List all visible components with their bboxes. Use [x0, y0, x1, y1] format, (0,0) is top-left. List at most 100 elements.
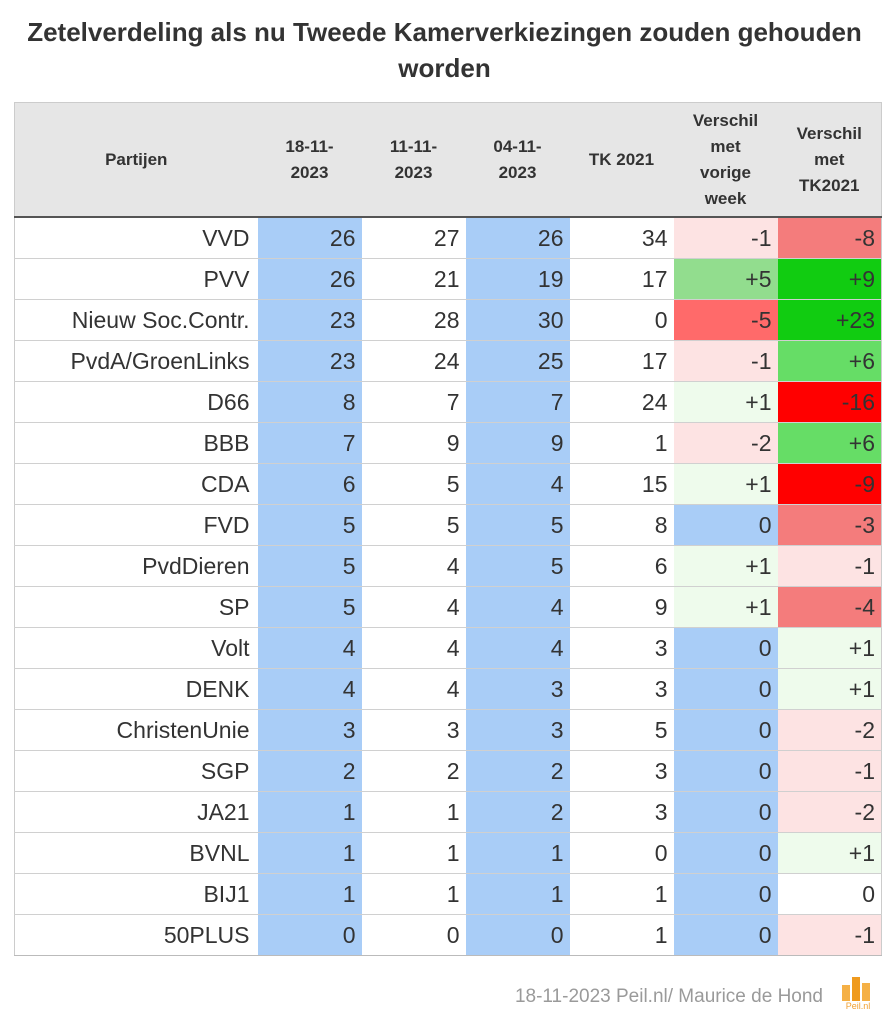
- diff-tk2021-cell: -16: [777, 381, 882, 423]
- seats-18-11-cell: 6: [257, 463, 362, 505]
- seats-04-11-cell: 1: [465, 873, 570, 915]
- diff-week-cell: -1: [673, 340, 778, 382]
- seats-18-11-cell: 1: [257, 873, 362, 915]
- diff-week-cell: +1: [673, 463, 778, 505]
- seats-04-11-cell: 30: [465, 299, 570, 341]
- table-row: Volt 4 4 4 3 0 +1: [14, 627, 882, 669]
- header-partijen: Partijen: [14, 102, 258, 218]
- seats-04-11-cell: 3: [465, 668, 570, 710]
- seats-11-11-cell: 0: [361, 914, 466, 956]
- seats-04-11-cell: 5: [465, 504, 570, 546]
- header-date-3-label: 04-11-2023: [493, 136, 542, 182]
- diff-tk2021-cell: +1: [777, 832, 882, 874]
- diff-week-cell: 0: [673, 668, 778, 710]
- table-row: CDA 6 5 4 15 +1 -9: [14, 463, 882, 505]
- header-tk2021: TK 2021: [569, 102, 674, 218]
- party-name: Nieuw Soc.Contr.: [14, 299, 258, 341]
- seats-04-11-cell: 1: [465, 832, 570, 874]
- chart-title: Zetelverdeling als nu Tweede Kamerverkie…: [27, 17, 862, 83]
- seats-11-11-cell: 24: [361, 340, 466, 382]
- footer-source: 18-11-2023 Peil.nl/ Maurice de Hond: [514, 986, 823, 1007]
- diff-week-cell: +5: [673, 258, 778, 300]
- seats-18-11-cell: 5: [257, 545, 362, 587]
- logo-text: Peil.nl: [845, 1001, 871, 1011]
- seats-11-11-cell: 1: [361, 791, 466, 833]
- table-row: VVD 26 27 26 34 -1 -8: [14, 217, 882, 259]
- seats-18-11-cell: 26: [257, 217, 362, 259]
- seats-04-11-cell: 0: [465, 914, 570, 956]
- seats-18-11-cell: 5: [257, 504, 362, 546]
- diff-week-cell: 0: [673, 627, 778, 669]
- seats-11-11-cell: 9: [361, 422, 466, 464]
- seats-04-11-cell: 9: [465, 422, 570, 464]
- seats-tk2021-cell: 3: [569, 668, 674, 710]
- header-date-1-label: 18-11-2023: [285, 136, 334, 182]
- seats-04-11-cell: 26: [465, 217, 570, 259]
- seat-table: Partijen 18-11-2023 11-11-2023 04-11-202…: [14, 102, 882, 956]
- seats-18-11-cell: 26: [257, 258, 362, 300]
- seats-tk2021-cell: 8: [569, 504, 674, 546]
- diff-tk2021-cell: +6: [777, 340, 882, 382]
- seats-04-11-cell: 19: [465, 258, 570, 300]
- header-diff-week-label: Verschil met vorige week: [692, 110, 759, 208]
- seats-18-11-cell: 4: [257, 627, 362, 669]
- diff-week-cell: -2: [673, 422, 778, 464]
- table-row: 50PLUS 0 0 0 1 0 -1: [14, 914, 882, 956]
- diff-tk2021-cell: -8: [777, 217, 882, 259]
- diff-tk2021-cell: -2: [777, 709, 882, 751]
- seats-tk2021-cell: 24: [569, 381, 674, 423]
- table-row: PvdDieren 5 4 5 6 +1 -1: [14, 545, 882, 587]
- seats-11-11-cell: 3: [361, 709, 466, 751]
- seats-18-11-cell: 3: [257, 709, 362, 751]
- diff-tk2021-cell: -1: [777, 750, 882, 792]
- diff-week-cell: 0: [673, 791, 778, 833]
- seats-04-11-cell: 3: [465, 709, 570, 751]
- header-diff-week: Verschil met vorige week: [673, 102, 778, 218]
- seats-18-11-cell: 2: [257, 750, 362, 792]
- diff-tk2021-cell: +1: [777, 668, 882, 710]
- diff-week-cell: -5: [673, 299, 778, 341]
- diff-tk2021-cell: -9: [777, 463, 882, 505]
- diff-tk2021-cell: -4: [777, 586, 882, 628]
- table-row: SP 5 4 4 9 +1 -4: [14, 586, 882, 628]
- seats-11-11-cell: 2: [361, 750, 466, 792]
- seats-11-11-cell: 5: [361, 463, 466, 505]
- seats-tk2021-cell: 0: [569, 299, 674, 341]
- table-row: FVD 5 5 5 8 0 -3: [14, 504, 882, 546]
- party-name: D66: [14, 381, 258, 423]
- peil-logo-icon: Peil.nl: [838, 973, 878, 1013]
- seats-tk2021-cell: 3: [569, 627, 674, 669]
- diff-week-cell: +1: [673, 545, 778, 587]
- seats-tk2021-cell: 1: [569, 873, 674, 915]
- table-row: ChristenUnie 3 3 3 5 0 -2: [14, 709, 882, 751]
- header-date-2: 11-11-2023: [361, 102, 466, 218]
- seats-11-11-cell: 27: [361, 217, 466, 259]
- seats-04-11-cell: 4: [465, 627, 570, 669]
- seats-04-11-cell: 4: [465, 586, 570, 628]
- diff-tk2021-cell: +9: [777, 258, 882, 300]
- seats-18-11-cell: 7: [257, 422, 362, 464]
- seats-18-11-cell: 1: [257, 832, 362, 874]
- diff-week-cell: +1: [673, 381, 778, 423]
- diff-tk2021-cell: -1: [777, 545, 882, 587]
- party-name: DENK: [14, 668, 258, 710]
- table-row: BIJ1 1 1 1 1 0 0: [14, 873, 882, 915]
- seats-tk2021-cell: 0: [569, 832, 674, 874]
- party-name: CDA: [14, 463, 258, 505]
- seats-11-11-cell: 1: [361, 832, 466, 874]
- seats-tk2021-cell: 3: [569, 750, 674, 792]
- table-body: VVD 26 27 26 34 -1 -8 PVV 26 21 19 17 +5 +9 Nieuw Soc.…: [14, 217, 882, 956]
- diff-tk2021-cell: +6: [777, 422, 882, 464]
- seats-tk2021-cell: 17: [569, 258, 674, 300]
- party-name: SP: [14, 586, 258, 628]
- seats-tk2021-cell: 6: [569, 545, 674, 587]
- party-name: BVNL: [14, 832, 258, 874]
- seats-18-11-cell: 0: [257, 914, 362, 956]
- table-row: D66 8 7 7 24 +1 -16: [14, 381, 882, 423]
- party-name: PVV: [14, 258, 258, 300]
- seats-tk2021-cell: 34: [569, 217, 674, 259]
- seats-11-11-cell: 4: [361, 668, 466, 710]
- seats-tk2021-cell: 5: [569, 709, 674, 751]
- seats-tk2021-cell: 9: [569, 586, 674, 628]
- seats-11-11-cell: 21: [361, 258, 466, 300]
